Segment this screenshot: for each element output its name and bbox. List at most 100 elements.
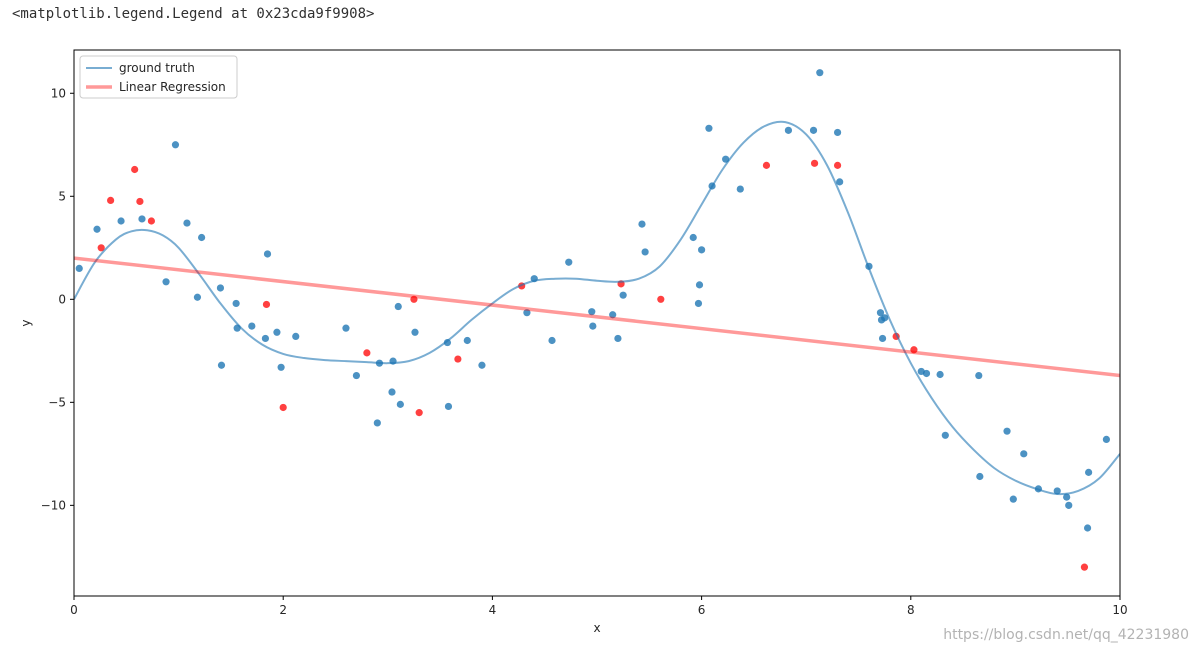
- legend: ground truth Linear Regression: [79, 55, 238, 99]
- test-point: [910, 346, 918, 354]
- train-point: [695, 281, 704, 289]
- test-point: [107, 196, 115, 205]
- train-point: [689, 233, 697, 242]
- train-point: [936, 370, 944, 379]
- legend-label-ground-truth: ground truth: [119, 61, 195, 75]
- test-point: [1080, 563, 1089, 571]
- train-point: [171, 141, 180, 149]
- test-point: [279, 403, 287, 412]
- test-point: [363, 349, 371, 357]
- train-point: [217, 361, 226, 369]
- train-point: [444, 402, 453, 411]
- train-point: [833, 128, 842, 137]
- x-axis-label: x: [593, 621, 600, 635]
- train-point: [373, 419, 381, 427]
- train-point: [548, 336, 556, 345]
- train-point: [292, 332, 300, 340]
- legend-box: [79, 55, 238, 99]
- test-point: [762, 161, 771, 169]
- train-point: [478, 361, 486, 369]
- y-tick-label: −5: [48, 395, 66, 409]
- train-point: [975, 371, 983, 380]
- train-point: [1102, 435, 1111, 444]
- watermark: https://blog.csdn.net/qq_42231980: [943, 627, 1189, 643]
- train-point: [1063, 493, 1071, 501]
- x-tick-label: 6: [698, 603, 706, 617]
- train-point: [876, 309, 885, 317]
- train-point: [1085, 468, 1093, 476]
- train-point: [589, 322, 597, 330]
- train-point: [976, 472, 984, 481]
- train-point: [261, 334, 270, 343]
- test-point: [131, 165, 139, 174]
- test-point: [262, 300, 271, 309]
- test-point: [415, 409, 423, 417]
- test-point: [833, 161, 842, 169]
- train-point: [93, 225, 101, 233]
- train-point: [619, 291, 627, 299]
- train-point: [523, 309, 531, 317]
- train-point: [1003, 427, 1011, 435]
- test-point: [147, 217, 156, 225]
- test-point: [410, 295, 418, 303]
- test-point: [810, 159, 819, 167]
- train-point: [1065, 501, 1073, 509]
- train-point: [588, 308, 596, 316]
- train-point: [273, 328, 281, 336]
- train-point: [881, 314, 889, 322]
- train-point: [263, 250, 272, 258]
- train-point: [138, 215, 146, 223]
- cell-output-text: <matplotlib.legend.Legend at 0x23cda9f99…: [12, 6, 375, 22]
- legend-label-linear-regression: Linear Regression: [119, 80, 226, 94]
- train-point: [1020, 450, 1028, 458]
- train-point: [609, 311, 617, 319]
- test-point: [136, 197, 144, 206]
- train-point: [216, 284, 225, 292]
- x-tick-label: 8: [907, 603, 915, 617]
- train-point: [352, 371, 361, 380]
- train-point: [394, 302, 402, 311]
- train-point: [443, 338, 452, 347]
- train-point: [816, 69, 824, 77]
- train-point: [388, 388, 396, 396]
- train-point: [565, 258, 573, 266]
- train-point: [232, 299, 240, 308]
- train-point: [784, 126, 793, 134]
- y-tick-label: 10: [51, 86, 66, 100]
- train-point: [1083, 524, 1092, 532]
- train-point: [75, 264, 83, 272]
- train-point: [705, 124, 713, 132]
- test-point: [454, 355, 462, 363]
- train-point: [396, 400, 404, 408]
- train-point: [183, 219, 191, 227]
- train-point: [694, 299, 703, 308]
- train-point: [162, 278, 170, 286]
- train-point: [809, 126, 818, 134]
- train-point: [736, 185, 744, 193]
- plot-area: [74, 69, 1120, 571]
- train-point: [193, 293, 202, 301]
- train-point: [117, 217, 125, 225]
- train-point: [698, 246, 706, 254]
- y-axis-label: y: [19, 319, 33, 326]
- test-point: [657, 295, 665, 303]
- train-point: [1053, 487, 1061, 495]
- linear-regression-line: [74, 256, 1120, 378]
- train-point: [248, 322, 256, 330]
- train-point: [922, 369, 931, 378]
- train-point: [342, 324, 350, 332]
- axes-frame: [73, 49, 1121, 597]
- train-point: [641, 248, 649, 256]
- x-tick-label: 2: [279, 603, 287, 617]
- x-tick-label: 10: [1112, 603, 1127, 617]
- ground-truth-line: [74, 120, 1120, 496]
- train-point: [941, 431, 949, 439]
- train-point: [277, 363, 285, 371]
- y-tick-label: 0: [58, 292, 66, 306]
- train-point: [198, 233, 206, 242]
- test-point: [97, 244, 105, 252]
- train-point: [836, 178, 844, 186]
- train-point: [614, 334, 622, 343]
- y-tick-label: 5: [58, 189, 66, 203]
